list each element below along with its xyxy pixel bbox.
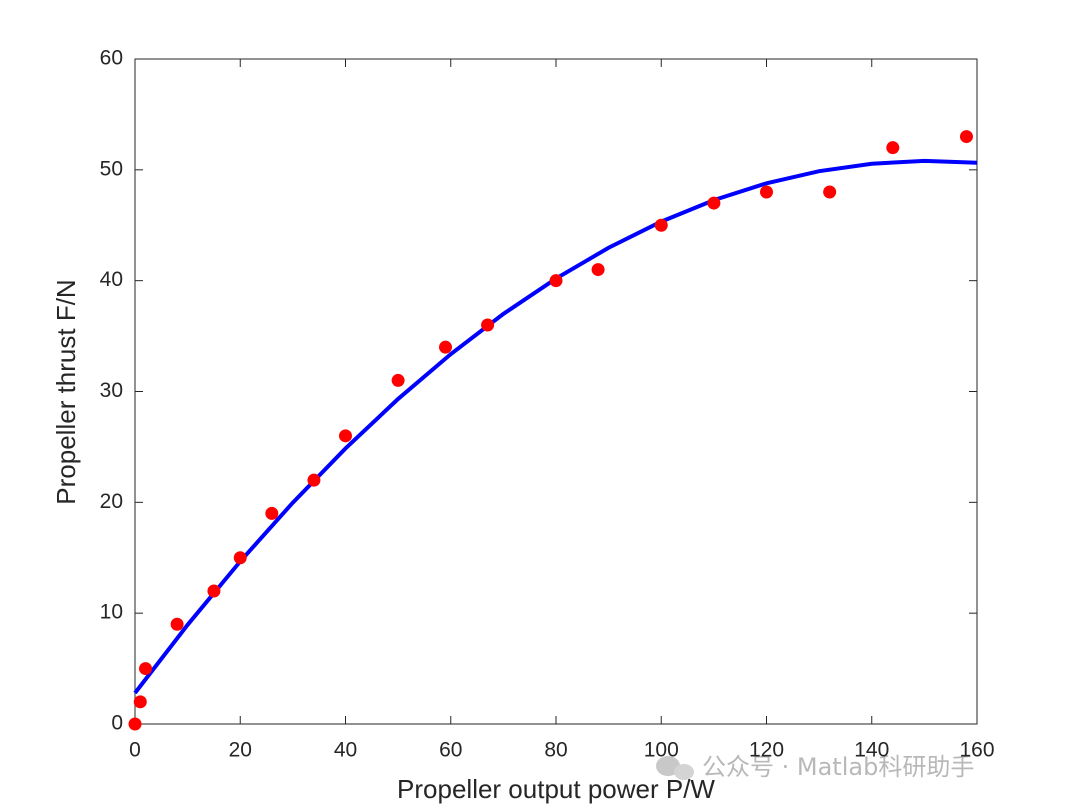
data-point	[654, 218, 668, 232]
x-tick-label: 140	[854, 739, 889, 762]
x-tick-label: 60	[439, 739, 462, 762]
data-point	[886, 141, 900, 155]
data-point	[339, 429, 352, 443]
data-point	[307, 473, 321, 487]
x-tick-label: 100	[644, 739, 679, 762]
data-point	[959, 130, 973, 144]
x-tick-label: 160	[959, 739, 994, 762]
data-point	[128, 717, 142, 731]
data-point	[170, 617, 184, 631]
data-point	[391, 373, 405, 387]
x-axis-label: Propeller output power P/W	[397, 774, 715, 804]
watermark: 公众号 · Matlab科研助手	[702, 753, 974, 781]
y-tick-label: 0	[111, 712, 123, 735]
data-point	[549, 274, 563, 288]
data-point	[760, 185, 773, 199]
x-tick-label: 20	[229, 739, 252, 762]
y-tick-label: 40	[100, 268, 123, 291]
data-point	[265, 506, 279, 520]
y-tick-label: 10	[100, 601, 123, 624]
data-point	[139, 662, 153, 676]
data-point	[481, 318, 495, 332]
x-tick-label: 80	[544, 739, 567, 762]
data-point	[591, 263, 605, 277]
data-point	[133, 695, 147, 709]
plot-box	[134, 58, 978, 725]
data-point	[707, 196, 721, 210]
watermark-icon	[656, 756, 694, 780]
data-point	[233, 551, 247, 565]
y-tick-label: 60	[100, 47, 123, 70]
y-tick-label: 50	[100, 157, 123, 180]
y-tick-label: 30	[100, 379, 123, 402]
x-tick-label: 120	[749, 739, 784, 762]
data-point	[438, 340, 452, 354]
x-tick-label: 40	[334, 739, 357, 762]
data-point	[823, 185, 837, 199]
y-tick-label: 20	[100, 490, 123, 513]
y-axis-label: Propeller thrust F/N	[51, 279, 81, 504]
x-tick-label: 0	[129, 739, 141, 762]
data-point	[207, 584, 221, 598]
